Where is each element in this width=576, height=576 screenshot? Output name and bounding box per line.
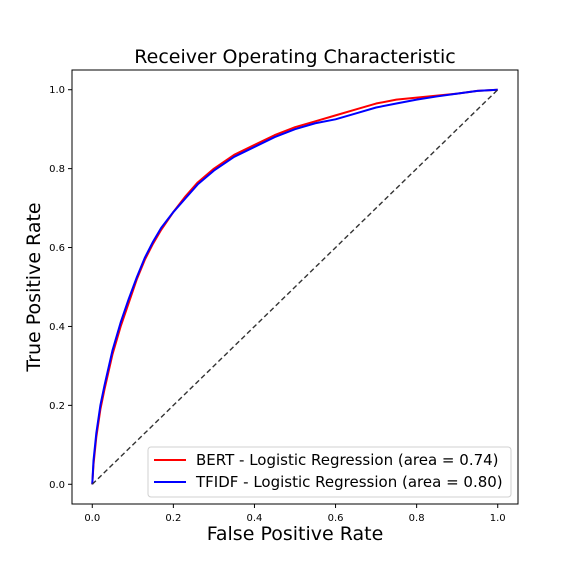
x-tick-label: 0.6 <box>328 513 344 524</box>
legend: BERT - Logistic Regression (area = 0.74)… <box>147 446 512 498</box>
chart-title: Receiver Operating Characteristic <box>134 46 455 68</box>
x-tick-label: 0.4 <box>247 513 263 524</box>
y-tick-label: 0.2 <box>49 401 65 412</box>
y-tick-label: 0.0 <box>49 480 65 491</box>
y-tick-label: 1.0 <box>49 85 65 96</box>
legend-box <box>147 446 512 498</box>
y-axis-title: True Positive Rate <box>23 202 45 372</box>
x-axis-title: False Positive Rate <box>207 523 384 545</box>
legend-label-1: TFIDF - Logistic Regression (area = 0.80… <box>195 473 503 491</box>
series-line-1 <box>91 88 498 485</box>
x-tick-label: 0.2 <box>165 513 181 524</box>
chance-diagonal-line <box>91 89 499 485</box>
x-tick-label: 1.0 <box>490 513 506 524</box>
x-tick-label: 0.0 <box>84 513 100 524</box>
plot-area: 0.0 0.2 0.4 0.6 0.8 1.0 0.0 0.2 0.4 0.6 0.8 1.0 BERT… <box>49 69 519 524</box>
legend-label-0: BERT - Logistic Regression (area = 0.74) <box>196 451 499 469</box>
x-tick-label: 0.8 <box>409 513 425 524</box>
y-tick-label: 0.4 <box>49 322 65 333</box>
axes-frame <box>71 69 519 505</box>
y-tick-label: 0.8 <box>49 164 65 175</box>
y-tick-label: 0.6 <box>49 243 65 254</box>
